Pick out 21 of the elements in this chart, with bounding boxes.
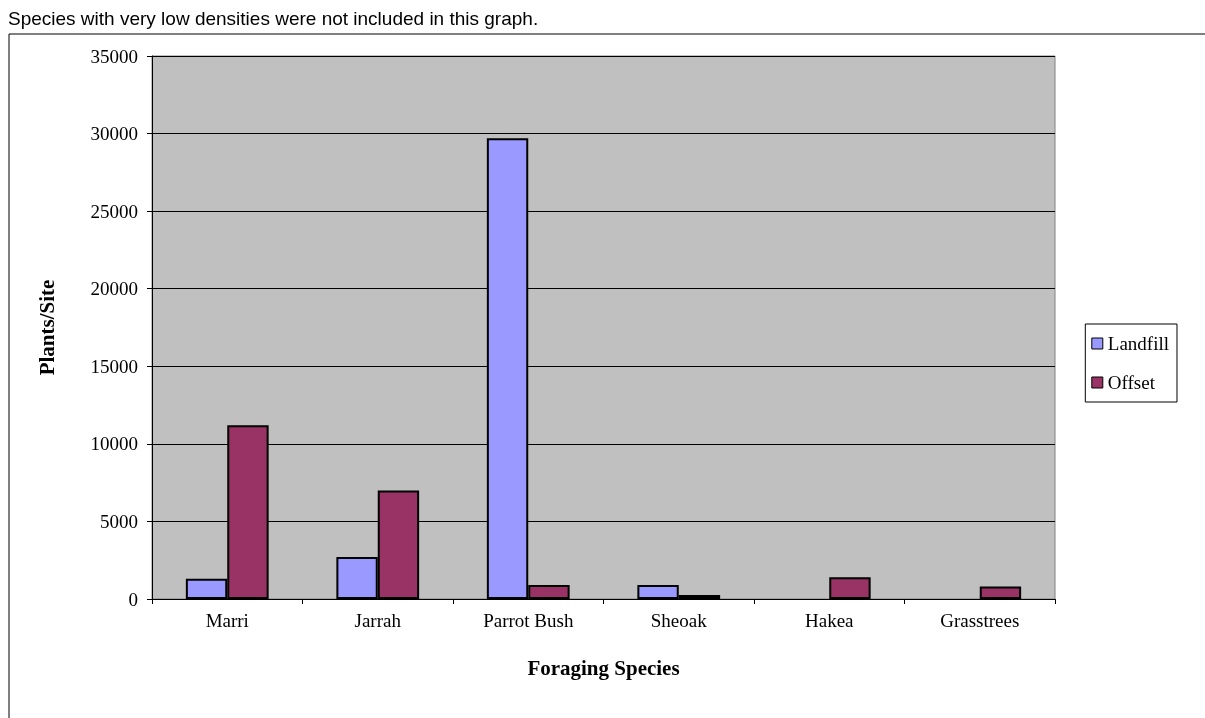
x-tick-label: Hakea — [804, 610, 855, 631]
y-tick-label: 10000 — [90, 433, 138, 455]
bar — [979, 586, 1022, 599]
y-axis-title: Plants/Site — [34, 279, 59, 376]
x-tick-label: Marri — [205, 610, 249, 631]
bar — [829, 577, 871, 599]
y-tick-label: 30000 — [90, 123, 138, 145]
y-tick-label: 5000 — [100, 510, 138, 532]
x-tick-label: Sheoak — [650, 610, 708, 631]
legend-label: Landfill — [1107, 333, 1169, 354]
x-tick-label: Jarrah — [354, 610, 402, 631]
y-tick-label: 20000 — [90, 278, 138, 300]
x-axis-title: Foraging Species — [527, 655, 680, 680]
y-tick-label: 0 — [128, 588, 138, 610]
text: Species with very low densities were not included in this graph. — [8, 8, 539, 29]
y-tick-label: 25000 — [90, 200, 138, 222]
y-tick-label: 15000 — [90, 355, 138, 377]
y-tick-label: 35000 — [90, 45, 138, 67]
x-tick-label: Grasstrees — [940, 610, 1020, 631]
legend-label: Offset — [1107, 372, 1156, 393]
x-tick-label: Parrot Bush — [483, 610, 574, 631]
